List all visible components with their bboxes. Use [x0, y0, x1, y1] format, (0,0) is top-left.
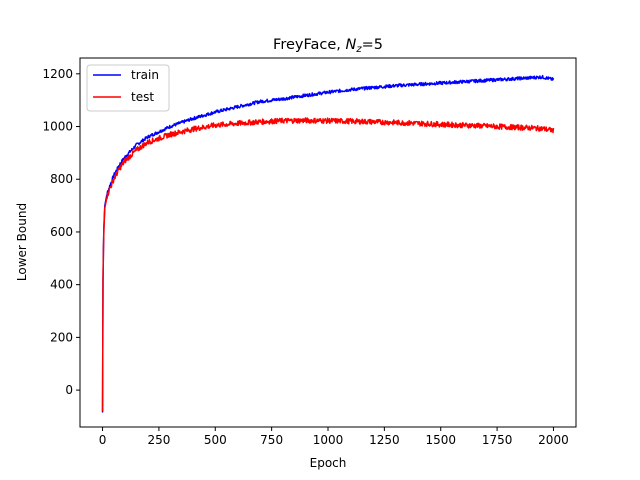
axes-frame	[79, 57, 577, 428]
x-tick-label: 250	[147, 433, 170, 447]
legend-box	[86, 64, 170, 112]
x-tick-label: 2000	[538, 433, 569, 447]
y-tick-label: 200	[50, 330, 73, 344]
y-tick-label: 600	[50, 225, 73, 239]
series-line-test	[101, 117, 555, 412]
axis-ticks: 0 250 500 750 1000 1250 1500 1750 2000 0 200 400 600…	[42, 67, 568, 447]
chart-title: FreyFace, Nz=5	[273, 37, 383, 55]
x-tick-label: 1750	[482, 433, 513, 447]
x-tick-label: 1500	[425, 433, 456, 447]
plot-area: 0 250 500 750 1000 1250 1500 1750 2000 0 200 400 600…	[42, 57, 577, 447]
x-tick-label: 750	[260, 433, 283, 447]
legend-label-test: test	[131, 90, 154, 104]
x-tick-label: 500	[204, 433, 227, 447]
x-tick-label: 1000	[313, 433, 344, 447]
x-tick-label: 0	[99, 433, 107, 447]
y-tick-label: 1200	[42, 67, 73, 81]
x-axis-label: Epoch	[310, 456, 347, 470]
series-line-train	[101, 74, 555, 413]
y-tick-label: 0	[65, 383, 73, 397]
x-tick-label: 1250	[369, 433, 400, 447]
y-tick-label: 800	[50, 172, 73, 186]
legend-label-train: train	[131, 68, 159, 82]
y-tick-label: 400	[50, 278, 73, 292]
legend: train test	[86, 64, 170, 112]
y-axis-label: Lower Bound	[15, 203, 29, 281]
series-group	[101, 74, 555, 413]
y-tick-label: 1000	[42, 120, 73, 134]
